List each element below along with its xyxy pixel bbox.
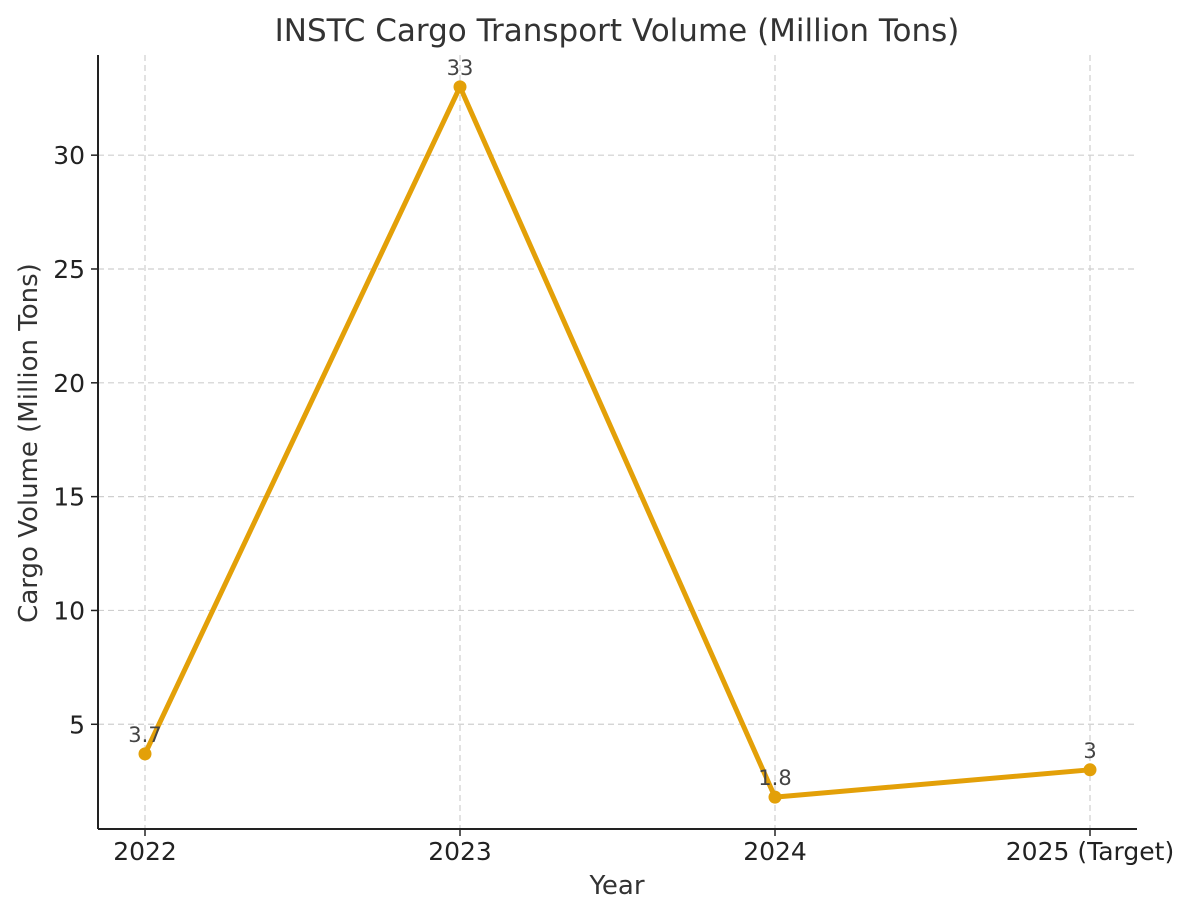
tick-marks: 5 10 15 20 25 30 2022 2023 2024 2025 (Target) [53, 141, 1174, 866]
axes [97, 55, 1137, 830]
y-axis-label: Cargo Volume (Million Tons) [14, 263, 44, 623]
grid-lines [98, 55, 1137, 829]
data-point [138, 747, 152, 761]
y-tick-label: 15 [53, 483, 85, 512]
data-label: 33 [447, 56, 474, 80]
data-point [768, 790, 782, 804]
data-label: 3.7 [128, 723, 161, 747]
y-tick-label: 20 [53, 369, 85, 398]
data-label: 3 [1083, 739, 1096, 763]
x-axis-label: Year [588, 871, 644, 901]
data-point [453, 80, 467, 94]
data-point [1083, 763, 1097, 777]
y-tick-label: 30 [53, 141, 85, 170]
y-tick-label: 5 [69, 710, 85, 739]
x-tick-label: 2023 [428, 837, 492, 866]
x-tick-label: 2025 (Target) [1006, 837, 1174, 866]
x-tick-label: 2024 [743, 837, 807, 866]
series-line [142, 84, 1093, 800]
chart-title: INSTC Cargo Transport Volume (Million To… [275, 13, 960, 49]
data-labels: 3.7 33 1.8 3 [128, 56, 1096, 790]
data-label: 1.8 [758, 766, 791, 790]
y-tick-label: 25 [53, 255, 85, 284]
y-tick-label: 10 [53, 596, 85, 625]
series-layer [138, 80, 1097, 804]
x-tick-label: 2022 [113, 837, 177, 866]
